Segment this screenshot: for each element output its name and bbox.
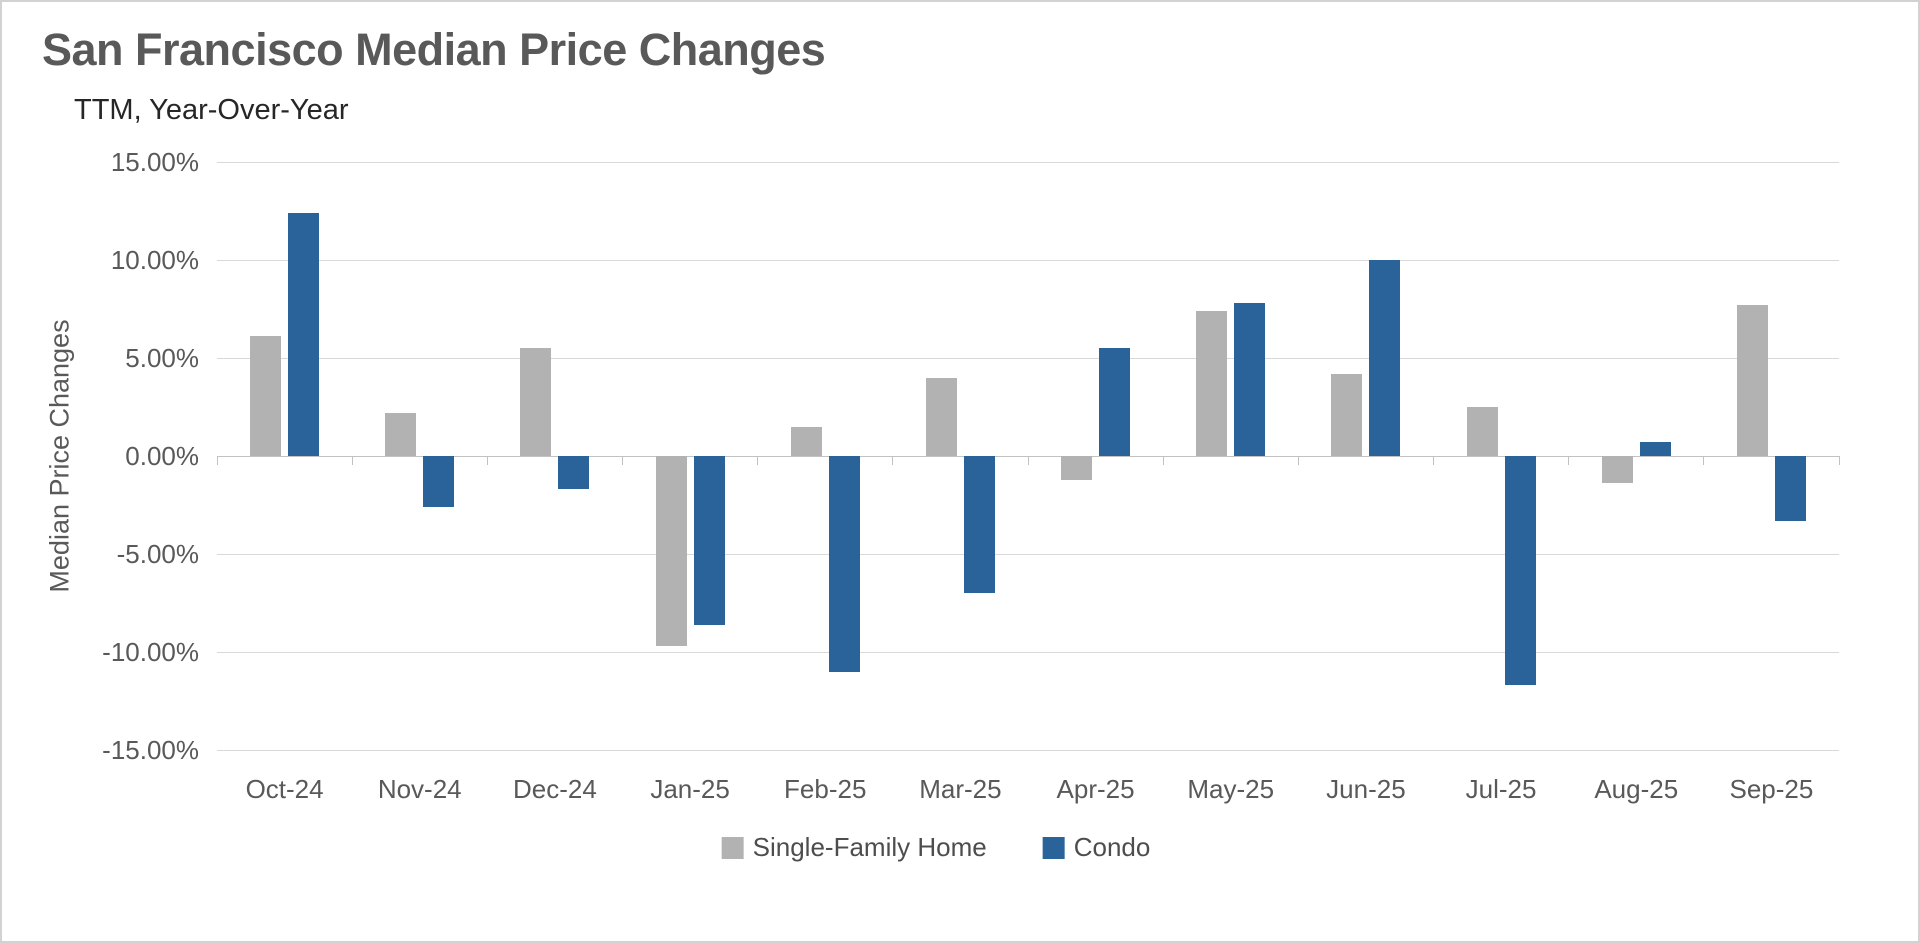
legend-swatch-single-family-home — [721, 836, 744, 859]
gridline — [217, 553, 1839, 555]
axis-tick — [1162, 456, 1164, 465]
bar-single-family-home — [1736, 305, 1768, 456]
gridline — [217, 651, 1839, 653]
bar-condo — [1369, 260, 1401, 456]
gridline — [217, 161, 1839, 163]
x-tick-label: Apr-25 — [1056, 774, 1135, 804]
bar-condo — [828, 456, 860, 672]
y-tick-label: -5.00% — [116, 539, 199, 569]
bar-single-family-home — [1196, 310, 1228, 456]
bar-single-family-home — [655, 456, 687, 647]
bar-single-family-home — [1331, 373, 1363, 456]
x-tick-label: Oct-24 — [245, 774, 324, 804]
bar-single-family-home — [385, 412, 417, 456]
bar-condo — [288, 212, 320, 456]
bar-single-family-home — [1466, 407, 1498, 456]
bar-single-family-home — [790, 426, 822, 456]
bar-single-family-home — [1601, 456, 1633, 484]
bar-condo — [1099, 348, 1131, 456]
y-tick-label: 15.00% — [110, 147, 199, 177]
bar-condo — [1234, 303, 1266, 456]
axis-tick — [216, 456, 218, 465]
legend-swatch-condo — [1042, 836, 1065, 859]
y-tick-label: -15.00% — [102, 735, 199, 765]
axis-tick — [1433, 456, 1434, 465]
x-tick-label: Mar-25 — [919, 774, 1002, 804]
gridline — [217, 749, 1839, 751]
axis-tick — [1568, 456, 1570, 465]
y-tick-label: 10.00% — [110, 245, 199, 275]
gridline — [217, 259, 1839, 261]
x-tick-label: Jun-25 — [1326, 774, 1406, 804]
legend: Single-Family Home Condo — [721, 832, 1151, 863]
y-tick-label: 5.00% — [125, 343, 199, 373]
axis-tick — [892, 456, 894, 465]
x-tick-label: Nov-24 — [377, 774, 462, 804]
bar-single-family-home — [250, 336, 282, 456]
x-tick-label: Aug-25 — [1594, 774, 1679, 804]
axis-tick — [757, 456, 759, 465]
x-tick-label: Sep-25 — [1729, 774, 1814, 804]
bar-condo — [1774, 456, 1806, 521]
x-tick-label: Dec-24 — [512, 774, 597, 804]
legend-item-single-family-home: Single-Family Home — [721, 832, 987, 863]
axis-tick — [486, 456, 488, 465]
axis-tick — [1703, 456, 1705, 465]
axis-tick — [1027, 456, 1029, 465]
legend-label: Condo — [1073, 832, 1151, 862]
axis-tick — [1838, 456, 1840, 465]
y-tick-label: -10.00% — [102, 637, 199, 667]
legend-label: Single-Family Home — [752, 832, 987, 862]
bar-single-family-home — [1061, 456, 1093, 480]
axis-tick — [1297, 456, 1299, 465]
bar-condo — [1639, 442, 1671, 456]
chart-title: San Francisco Median Price Changes — [42, 24, 826, 75]
axis-tick — [351, 456, 353, 465]
x-tick-label: Jul-25 — [1465, 774, 1537, 804]
x-tick-label: Feb-25 — [784, 774, 867, 804]
bar-condo — [963, 456, 995, 594]
bar-single-family-home — [520, 348, 552, 456]
plot-area — [216, 161, 1840, 751]
bar-condo — [1504, 456, 1536, 686]
x-tick-label: May-25 — [1187, 774, 1275, 804]
gridline — [217, 357, 1839, 359]
legend-item-condo: Condo — [1042, 832, 1151, 863]
chart-subtitle: TTM, Year-Over-Year — [74, 94, 349, 126]
bar-condo — [423, 456, 455, 507]
x-tick-label: Jan-25 — [650, 774, 730, 804]
bar-condo — [558, 456, 590, 490]
axis-tick — [622, 456, 623, 465]
bar-condo — [693, 456, 725, 625]
y-tick-label: 0.00% — [125, 441, 199, 471]
bar-single-family-home — [925, 377, 957, 456]
